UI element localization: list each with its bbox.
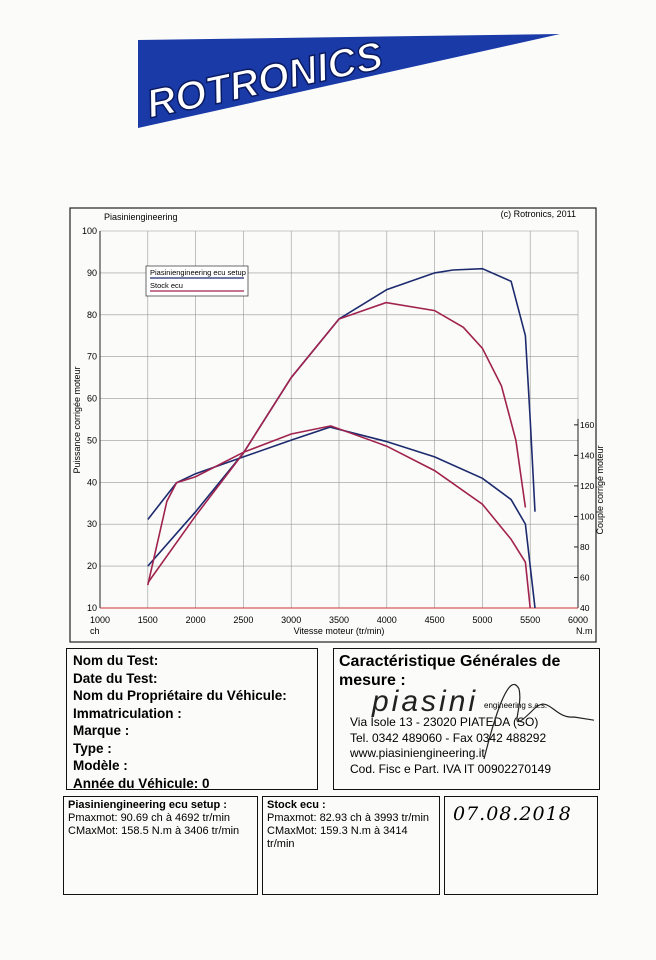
power-line: [147, 301, 527, 584]
y2-label: Couple corrigé moteur: [595, 445, 605, 534]
y2-tick-label: 140: [580, 450, 594, 460]
banner: ROTRONICS: [138, 33, 560, 128]
x-unit-right: N.m: [576, 626, 593, 636]
x-tick-label: 1000: [90, 615, 110, 625]
logo-sub: engineering s.a.s.: [484, 701, 548, 710]
test-field: Année du Véhicule: 0: [73, 775, 210, 791]
power-line: [147, 267, 536, 567]
test-field: Marque :: [73, 723, 130, 738]
legend-label: Stock ecu: [150, 281, 183, 290]
test-field: Type :: [73, 740, 112, 756]
banner-shape: [138, 34, 560, 128]
y-tick-label: 50: [87, 435, 97, 445]
y-tick-label: 70: [87, 352, 97, 362]
result-box: Stock ecu : Pmaxmot: 82.93 ch à 3993 tr/m…: [262, 796, 440, 895]
y-tick-label: 10: [87, 603, 97, 613]
x-tick-label: 3500: [329, 615, 349, 625]
x-tick-label: 2500: [233, 615, 253, 625]
x-tick-label: 4500: [425, 615, 445, 625]
x-tick-label: 6000: [568, 615, 588, 625]
x-tick-label: 1500: [138, 615, 158, 625]
y-tick-label: 90: [87, 268, 97, 278]
y-tick-label: 60: [87, 394, 97, 404]
y-tick-label: 20: [87, 561, 97, 571]
y-tick-label: 100: [82, 226, 97, 236]
result-line: Pmaxmot: 90.69 ch à 4692 tr/min: [68, 812, 231, 824]
result-box: Piasiniengineering ecu setup : Pmaxmot: 9…: [63, 796, 258, 895]
result-line: Pmaxmot: 82.93 ch à 3993 tr/min: [267, 812, 430, 824]
result-title: Stock ecu :: [267, 799, 326, 811]
owner: Piasiniengineering: [104, 212, 178, 222]
result-line: CMaxMot: 158.5 N.m à 3406 tr/min: [68, 825, 240, 837]
company-line: Cod. Fisc e Part. IVA IT 00902270149: [350, 761, 552, 776]
x-label: Vitesse moteur (tr/min): [294, 626, 385, 636]
y-tick-label: 30: [87, 519, 97, 529]
test-box: Nom du Test: Date du Test: Nom du Propriét…: [66, 648, 318, 791]
x-tick-label: 5000: [472, 615, 492, 625]
company-line: Via Isole 13 - 23020 PIATEDA (SO): [350, 715, 539, 729]
test-field: Nom du Test:: [73, 653, 159, 668]
torque-line: [147, 426, 536, 609]
y-tick-label: 40: [87, 477, 97, 487]
test-field: Modèle :: [73, 758, 128, 773]
result-line: CMaxMot: 159.3 N.m à 3414 tr/min: [267, 825, 408, 850]
x-tick-label: 3000: [281, 615, 301, 625]
company-line: Tel. 0342 489060 - Fax 0342 488292: [350, 730, 547, 745]
y2-tick-label: 40: [580, 603, 590, 613]
y-tick-label: 80: [87, 310, 97, 320]
y2-tick-label: 160: [580, 420, 594, 430]
company-line: www.piasiniengineering.it: [350, 746, 485, 760]
company-box: Caractéristique Générales de mesure : pi…: [333, 648, 600, 790]
company-lines: Via Isole 13 - 23020 PIATEDA (SO) Tel. 03…: [350, 715, 551, 777]
legend-label: Piasiniengineering ecu setup: [150, 268, 246, 277]
chart-frame: [69, 207, 597, 643]
signature: [483, 683, 594, 760]
y2-tick-label: 60: [580, 572, 590, 582]
y2-tick-label: 100: [580, 511, 594, 521]
test-field: Nom du Propriétaire du Véhicule:: [73, 688, 287, 703]
y-label: Puissance corrigée moteur: [72, 366, 82, 473]
y2-tick-label: 80: [580, 542, 590, 552]
test-field: Immatriculation :: [73, 705, 182, 721]
copyright: (c) Rotronics, 2011: [501, 209, 576, 219]
chart: Piasiniengineering (c) Rotronics, 2011 V…: [69, 207, 605, 643]
x-tick-label: 4000: [377, 615, 397, 625]
y2-tick-label: 120: [580, 481, 594, 491]
x-tick-label: 2000: [186, 615, 206, 625]
x-tick-label: 5500: [520, 615, 540, 625]
date: 07.08.2018: [453, 803, 572, 825]
date-box: 07.08.2018: [444, 796, 598, 895]
test-field: Date du Test:: [73, 670, 158, 686]
signature-stroke: [483, 683, 594, 760]
result-title: Piasiniengineering ecu setup :: [68, 799, 227, 811]
company-title: Caractéristique Générales de mesure :: [339, 653, 561, 689]
x-unit-left: ch: [90, 626, 100, 636]
logo: piasini: [372, 685, 479, 718]
torque-line: [147, 425, 531, 609]
